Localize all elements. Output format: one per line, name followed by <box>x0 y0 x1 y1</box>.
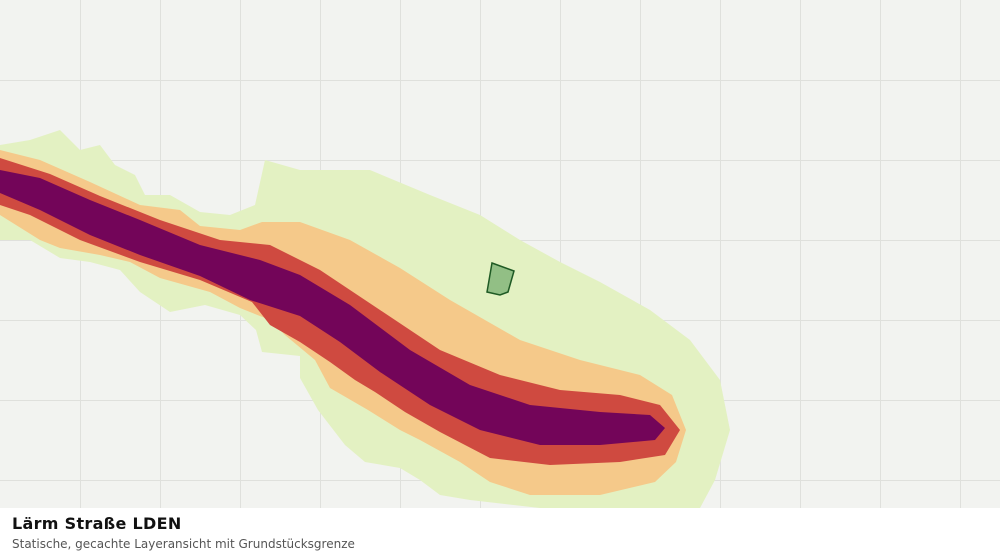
map-subtitle: Statische, gecachte Layeransicht mit Gru… <box>12 537 355 551</box>
map-title: Lärm Straße LDEN <box>12 514 182 533</box>
map-caption: Lärm Straße LDEN Statische, gecachte Lay… <box>0 508 1000 560</box>
parcel-boundary[interactable] <box>486 261 515 296</box>
map-view <box>0 0 1000 508</box>
noise-zone-very-high <box>0 170 665 445</box>
